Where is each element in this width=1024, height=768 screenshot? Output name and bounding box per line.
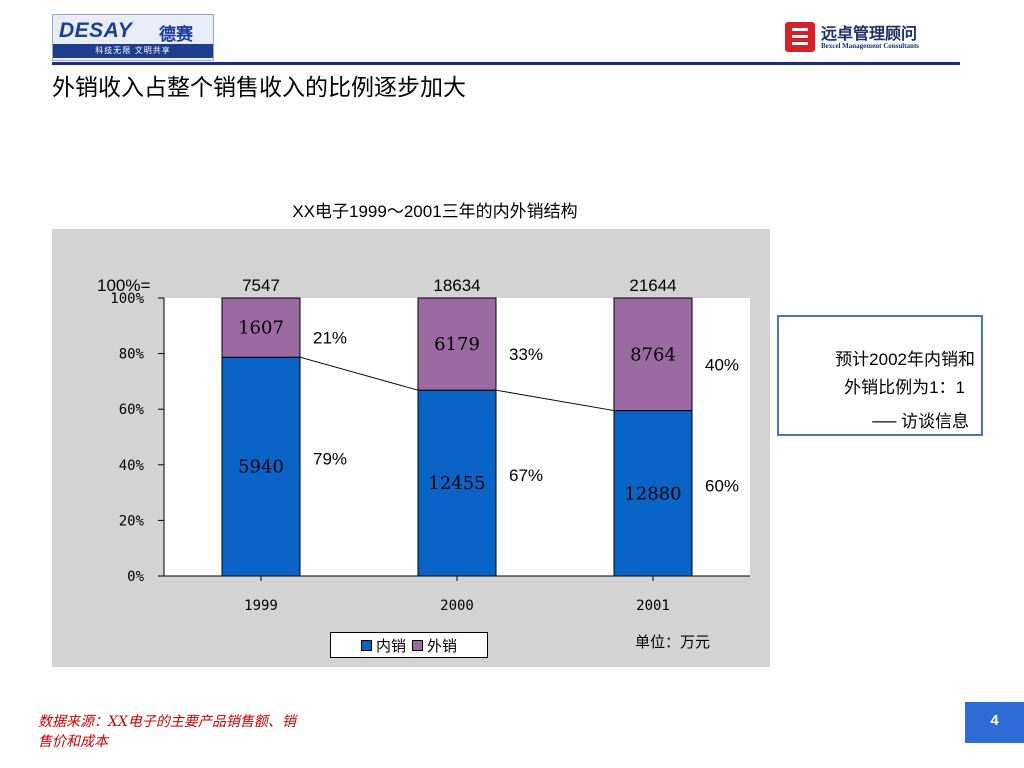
bar-segment-export: [221, 297, 301, 358]
x-tick-label: 2000: [440, 598, 474, 614]
percent-label-export: 21%: [313, 329, 347, 348]
desay-brand-cn-text: 德赛: [159, 25, 193, 45]
total-label: 18634: [433, 276, 480, 295]
total-label: 21644: [629, 276, 676, 295]
desay-logo: DESAY 德赛 科技无限 文明共享: [52, 14, 214, 61]
y-tick-label: 100%: [110, 291, 144, 307]
percent-label-export: 33%: [509, 345, 543, 364]
data-source-note: 数据来源：XX电子的主要产品销售额、销售价和成本: [38, 714, 296, 750]
desay-brand-text: DESAY: [59, 19, 133, 42]
legend-swatch-export: [412, 639, 423, 651]
chart-title: XX电子1999～2001三年的内外销结构: [292, 202, 578, 221]
bexcel-name-cn: 远卓管理顾问: [821, 24, 918, 43]
callout-source: ── 访谈信息: [872, 412, 969, 431]
bar-segment-domestic: [221, 356, 301, 577]
y-tick-label: 60%: [119, 402, 145, 418]
bexcel-logo: 远卓管理顾问 Bexcel Management Consultants: [785, 20, 960, 54]
boundary-connector: [299, 356, 419, 391]
data-label-domestic: 5940: [238, 457, 284, 478]
x-tick-label: 2001: [636, 598, 670, 614]
x-tick-label: 1999: [244, 598, 278, 614]
unit-label: 单位：万元: [635, 633, 711, 651]
bar-segment-export: [613, 297, 693, 412]
totals-label: 100%=: [97, 276, 150, 295]
boundary-connector: [495, 389, 615, 412]
y-tick-label: 40%: [119, 458, 145, 474]
page-number: 4: [965, 702, 1024, 743]
total-label: 7547: [242, 276, 280, 295]
data-label-export: 1607: [238, 318, 284, 339]
percent-label-domestic: 79%: [313, 450, 347, 469]
data-label-domestic: 12455: [428, 473, 485, 494]
bar-segment-export: [417, 297, 497, 391]
callout-line-1: 预计2002年内销和: [835, 350, 975, 369]
legend-label-export: 外销: [427, 636, 458, 655]
y-tick-label: 80%: [119, 347, 145, 363]
y-tick-label: 0%: [127, 569, 144, 585]
bexcel-logo-icon: [785, 22, 815, 52]
stacked-bar-chart: 0% 20% 40% 60% 80% 100%100%= 5940 1607 79% 21% 754…: [97, 276, 750, 614]
percent-label-domestic: 60%: [705, 476, 739, 495]
data-label-export: 8764: [630, 344, 676, 365]
legend-item-export: 外销: [412, 635, 457, 656]
data-label-export: 6179: [434, 334, 480, 355]
bar-segment-domestic: [613, 410, 693, 577]
desay-slogan: 科技无限 文明共享: [53, 44, 213, 58]
callout-line-2: 外销比例为1：1: [844, 378, 965, 397]
legend-label-domestic: 内销: [375, 636, 406, 655]
legend-swatch-domestic: [360, 639, 372, 651]
chart-area: 0% 20% 40% 60% 80% 100% 100%= 5940 1607 79% 21% 754…: [52, 229, 770, 667]
data-label-domestic: 12880: [624, 483, 681, 504]
y-tick-label: 20%: [119, 513, 145, 529]
legend-item-domestic: 内销: [360, 635, 406, 656]
forecast-callout: 预计2002年内销和 外销比例为1：1 ── 访谈信息: [777, 315, 983, 436]
chart-legend: 内销 外销: [330, 632, 488, 658]
percent-label-export: 40%: [705, 355, 739, 374]
percent-label-domestic: 67%: [509, 466, 543, 485]
page-title: 外销收入占整个销售收入的比例逐步加大: [52, 75, 466, 101]
header-rule: [52, 62, 960, 65]
bexcel-name-en: Bexcel Management Consultants: [821, 42, 919, 50]
